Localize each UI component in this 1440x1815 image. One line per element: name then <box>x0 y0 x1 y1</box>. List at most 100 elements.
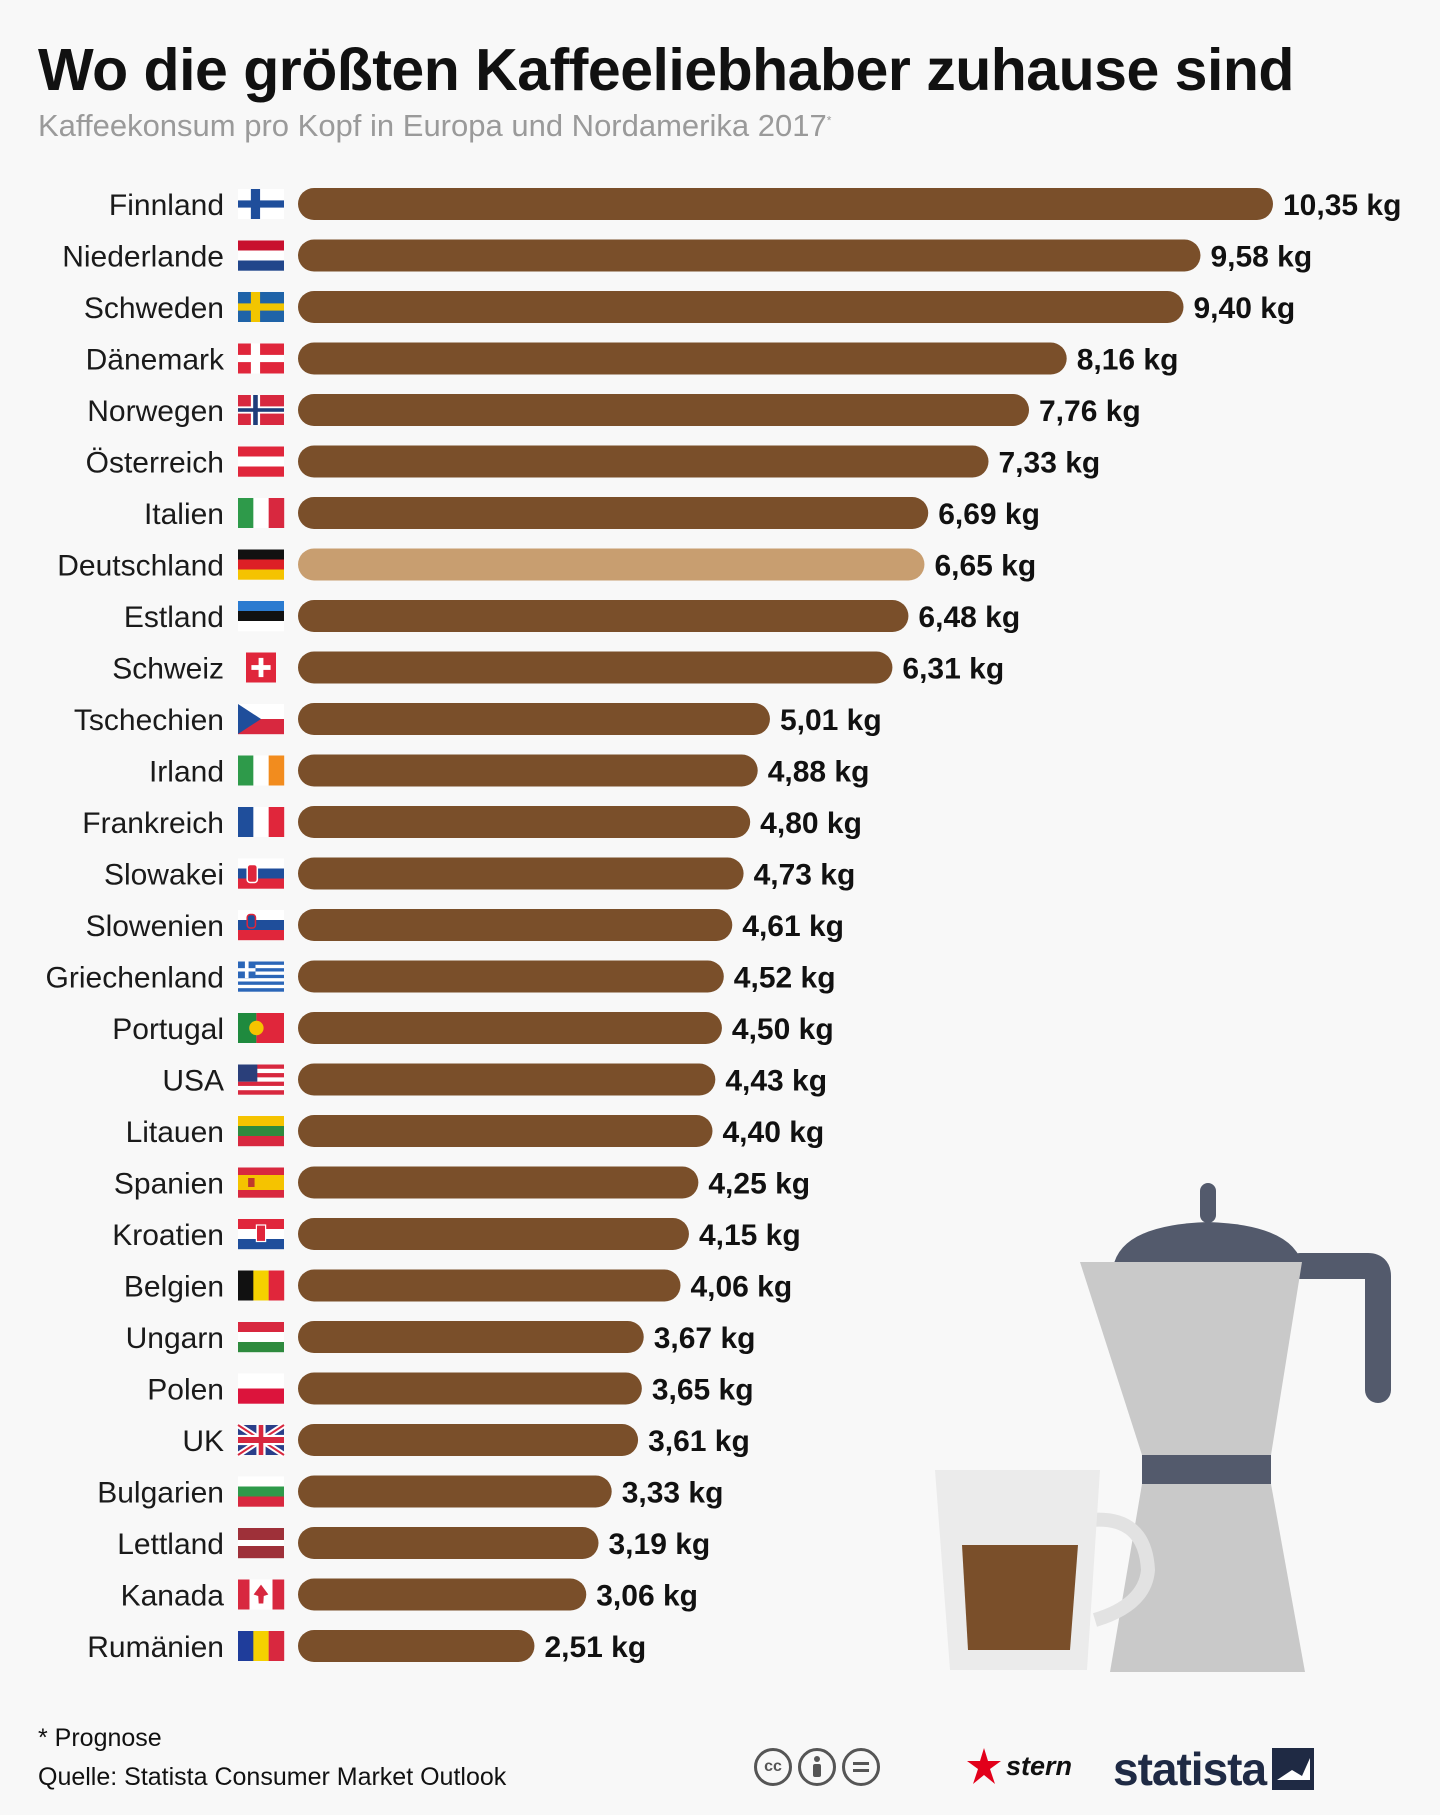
subtitle-marker: * <box>826 113 832 128</box>
flag-polen-icon <box>238 1373 284 1404</box>
flag-rumanien-icon <box>238 1631 285 1661</box>
stern-wordmark: stern <box>1006 1750 1073 1781</box>
category-label-slowenien: Slowenien <box>86 910 224 943</box>
category-label-osterreich: Österreich <box>86 447 224 480</box>
bar-portugal <box>298 1012 722 1044</box>
category-label-frankreich: Frankreich <box>82 807 224 840</box>
category-label-kanada: Kanada <box>121 1580 225 1613</box>
bar-slowenien <box>298 909 733 941</box>
value-label-kanada: 3,06 kg <box>596 1580 698 1613</box>
statista-mark-icon <box>1272 1748 1315 1790</box>
flag-irland-icon <box>238 755 285 786</box>
flag-slowenien-icon <box>238 910 284 941</box>
value-label-slowenien: 4,61 kg <box>742 910 844 943</box>
flag-finnland-icon <box>238 189 284 219</box>
chart-title: Wo die größten Kaffeeliebhaber zuhause s… <box>38 37 1294 103</box>
category-label-norwegen: Norwegen <box>87 395 224 428</box>
flag-schweden-icon <box>238 292 284 322</box>
bar-osterreich <box>298 445 989 478</box>
flag-italien-icon <box>238 498 285 528</box>
category-label-kroatien: Kroatien <box>112 1219 224 1252</box>
bar-uk <box>298 1424 639 1456</box>
bar-schweden <box>298 291 1184 323</box>
value-label-griechenland: 4,52 kg <box>734 962 836 995</box>
value-label-schweiz: 6,31 kg <box>902 653 1004 686</box>
bar-polen <box>298 1372 642 1405</box>
flag-frankreich-icon <box>238 807 285 837</box>
bar-tschechien <box>298 703 770 735</box>
coffee-pot-illustration <box>1080 1183 1391 1672</box>
value-label-finnland: 10,35 kg <box>1283 189 1401 222</box>
subtitle-text: Kaffeekonsum pro Kopf in Europa und Nord… <box>38 108 827 143</box>
stern-star-icon <box>967 1748 1001 1784</box>
flag-usa-icon <box>238 1064 284 1095</box>
bar-usa <box>298 1063 716 1096</box>
chart-subtitle: Kaffeekonsum pro Kopf in Europa und Nord… <box>38 108 831 144</box>
bar-deutschland <box>298 548 925 581</box>
value-label-litauen: 4,40 kg <box>722 1116 824 1149</box>
footnote: * Prognose <box>38 1724 162 1752</box>
value-label-ungarn: 3,67 kg <box>654 1322 756 1355</box>
bar-danemark <box>298 342 1067 375</box>
category-label-tschechien: Tschechien <box>74 704 224 737</box>
category-label-finnland: Finnland <box>109 189 224 222</box>
flag-schweiz-icon <box>246 652 276 683</box>
flag-lettland-icon <box>238 1528 284 1559</box>
value-label-italien: 6,69 kg <box>938 498 1040 531</box>
bar-bulgarien <box>298 1475 612 1508</box>
category-label-polen: Polen <box>147 1374 224 1407</box>
value-label-schweden: 9,40 kg <box>1194 292 1296 325</box>
flag-kanada-icon <box>238 1579 285 1610</box>
category-label-estland: Estland <box>124 601 224 634</box>
flag-kroatien-icon <box>238 1219 284 1250</box>
value-label-osterreich: 7,33 kg <box>999 447 1101 480</box>
value-label-norwegen: 7,76 kg <box>1039 395 1141 428</box>
value-label-usa: 4,43 kg <box>725 1065 827 1098</box>
value-label-irland: 4,88 kg <box>768 756 870 789</box>
value-label-spanien: 4,25 kg <box>708 1168 810 1201</box>
value-label-niederlande: 9,58 kg <box>1210 241 1312 274</box>
bar-kanada <box>298 1578 587 1611</box>
flag-danemark-icon <box>238 343 284 374</box>
bar-kroatien <box>298 1218 689 1250</box>
category-label-spanien: Spanien <box>114 1168 224 1201</box>
flag-belgien-icon <box>238 1270 285 1301</box>
category-label-belgien: Belgien <box>124 1271 224 1304</box>
category-label-portugal: Portugal <box>112 1013 224 1046</box>
flag-spanien-icon <box>238 1167 284 1198</box>
category-label-lettland: Lettland <box>117 1528 224 1561</box>
category-label-schweden: Schweden <box>84 292 224 325</box>
flag-osterreich-icon <box>238 446 284 477</box>
category-label-litauen: Litauen <box>126 1116 224 1149</box>
flag-deutschland-icon <box>238 549 284 580</box>
bar-estland <box>298 600 909 632</box>
flag-bulgarien-icon <box>238 1476 284 1507</box>
category-label-rumanien: Rumänien <box>87 1631 224 1664</box>
bar-rumanien <box>298 1630 535 1662</box>
flag-griechenland-icon <box>238 961 284 992</box>
value-label-belgien: 4,06 kg <box>690 1271 792 1304</box>
source-note: Quelle: Statista Consumer Market Outlook <box>38 1763 507 1791</box>
category-label-irland: Irland <box>149 756 224 789</box>
category-label-schweiz: Schweiz <box>112 653 224 686</box>
value-label-tschechien: 5,01 kg <box>780 704 882 737</box>
bar-finnland <box>298 188 1273 220</box>
value-label-estland: 6,48 kg <box>918 601 1020 634</box>
bar-ungarn <box>298 1321 644 1353</box>
category-label-griechenland: Griechenland <box>46 962 224 995</box>
value-label-frankreich: 4,80 kg <box>760 807 862 840</box>
no-derivatives-icon <box>842 1748 880 1786</box>
category-label-niederlande: Niederlande <box>62 241 224 274</box>
attribution-icon <box>798 1748 836 1786</box>
value-label-danemark: 8,16 kg <box>1077 344 1179 377</box>
flag-portugal-icon <box>238 1013 284 1043</box>
statista-logo: statista <box>1113 1742 1315 1796</box>
flag-norwegen-icon <box>238 395 284 425</box>
stern-logo: stern <box>966 1746 1072 1786</box>
cc-icon: cc <box>754 1748 792 1786</box>
value-label-bulgarien: 3,33 kg <box>622 1477 724 1510</box>
bar-lettland <box>298 1527 599 1559</box>
bar-chart: Finnland Niederlande Schweden Dänemark Norwe… <box>46 188 1401 1672</box>
category-label-bulgarien: Bulgarien <box>97 1477 224 1510</box>
flag-tschechien-icon <box>238 704 284 735</box>
